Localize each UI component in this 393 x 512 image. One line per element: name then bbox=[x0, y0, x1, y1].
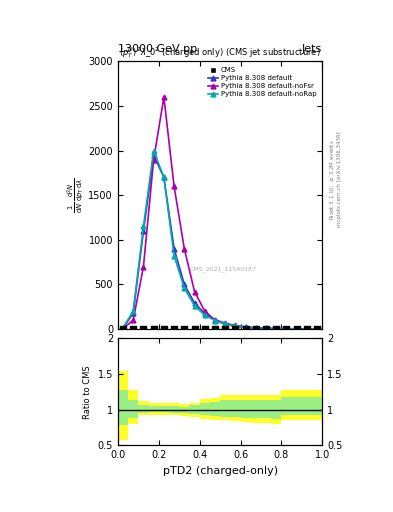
CMS bbox=[120, 325, 126, 333]
Text: Rivet 3.1.10; $\geq$ 3.2M events: Rivet 3.1.10; $\geq$ 3.2M events bbox=[328, 139, 336, 220]
CMS bbox=[161, 325, 167, 333]
Pythia 8.308 default-noRap bbox=[172, 253, 176, 259]
Line: Pythia 8.308 default-noRap: Pythia 8.308 default-noRap bbox=[121, 148, 320, 331]
Pythia 8.308 default bbox=[192, 300, 197, 306]
Pythia 8.308 default-noFsr bbox=[141, 264, 146, 270]
Pythia 8.308 default-noFsr bbox=[202, 308, 207, 314]
Pythia 8.308 default-noFsr bbox=[172, 183, 176, 189]
CMS bbox=[314, 325, 320, 333]
Pythia 8.308 default-noRap bbox=[233, 323, 238, 329]
Pythia 8.308 default-noRap bbox=[182, 285, 187, 291]
Pythia 8.308 default-noRap bbox=[121, 325, 125, 331]
Pythia 8.308 default-noFsr bbox=[264, 325, 268, 331]
Pythia 8.308 default bbox=[233, 323, 238, 329]
Text: mcplots.cern.ch [arXiv:1306.3436]: mcplots.cern.ch [arXiv:1306.3436] bbox=[337, 132, 342, 227]
Pythia 8.308 default-noFsr bbox=[192, 288, 197, 294]
CMS bbox=[181, 325, 187, 333]
CMS bbox=[202, 325, 208, 333]
Pythia 8.308 default-noFsr bbox=[315, 326, 320, 332]
Pythia 8.308 default bbox=[305, 326, 309, 332]
Pythia 8.308 default bbox=[131, 310, 136, 316]
Pythia 8.308 default-noFsr bbox=[253, 325, 258, 331]
Pythia 8.308 default bbox=[202, 310, 207, 316]
Pythia 8.308 default-noRap bbox=[192, 303, 197, 309]
Text: Jets: Jets bbox=[302, 44, 322, 54]
Y-axis label: $\frac{1}{\mathrm{d}N}\,\frac{\mathrm{d}^2N}{\mathrm{d}p_T\,\mathrm{d}\lambda}$: $\frac{1}{\mathrm{d}N}\,\frac{\mathrm{d}… bbox=[65, 178, 86, 213]
Pythia 8.308 default bbox=[172, 246, 176, 252]
Pythia 8.308 default-noRap bbox=[213, 317, 217, 324]
Pythia 8.308 default bbox=[315, 326, 320, 332]
Pythia 8.308 default-noRap bbox=[264, 325, 268, 331]
Pythia 8.308 default-noFsr bbox=[243, 325, 248, 331]
CMS bbox=[140, 325, 147, 333]
Pythia 8.308 default-noRap bbox=[305, 326, 309, 332]
X-axis label: pTD2 (charged-only): pTD2 (charged-only) bbox=[163, 466, 277, 476]
Pythia 8.308 default bbox=[162, 174, 166, 180]
Pythia 8.308 default bbox=[213, 316, 217, 323]
CMS bbox=[222, 325, 228, 333]
Pythia 8.308 default-noFsr bbox=[284, 326, 289, 332]
Pythia 8.308 default bbox=[121, 325, 125, 331]
Pythia 8.308 default-noRap bbox=[284, 326, 289, 332]
Line: Pythia 8.308 default-noFsr: Pythia 8.308 default-noFsr bbox=[121, 95, 320, 331]
Pythia 8.308 default bbox=[151, 152, 156, 158]
Legend: CMS, Pythia 8.308 default, Pythia 8.308 default-noFsr, Pythia 8.308 default-noRa: CMS, Pythia 8.308 default, Pythia 8.308 … bbox=[206, 65, 319, 99]
Pythia 8.308 default-noFsr bbox=[162, 94, 166, 100]
Pythia 8.308 default-noFsr bbox=[213, 317, 217, 323]
CMS bbox=[171, 325, 177, 333]
CMS bbox=[232, 325, 239, 333]
Y-axis label: Ratio to CMS: Ratio to CMS bbox=[83, 365, 92, 419]
Pythia 8.308 default-noRap bbox=[223, 321, 228, 327]
Pythia 8.308 default bbox=[274, 326, 279, 332]
Pythia 8.308 default bbox=[141, 228, 146, 234]
Pythia 8.308 default-noRap bbox=[294, 326, 299, 332]
Pythia 8.308 default-noRap bbox=[131, 308, 136, 314]
CMS bbox=[283, 325, 290, 333]
Pythia 8.308 default-noFsr bbox=[223, 321, 228, 327]
Pythia 8.308 default-noFsr bbox=[274, 326, 279, 332]
Pythia 8.308 default-noFsr bbox=[305, 326, 309, 332]
CMS bbox=[273, 325, 279, 333]
Pythia 8.308 default bbox=[182, 282, 187, 288]
Pythia 8.308 default bbox=[284, 326, 289, 332]
Pythia 8.308 default-noRap bbox=[151, 147, 156, 154]
CMS bbox=[212, 325, 218, 333]
Pythia 8.308 default-noRap bbox=[253, 325, 258, 331]
Text: CMS_2021_11540187: CMS_2021_11540187 bbox=[189, 266, 256, 272]
Pythia 8.308 default-noFsr bbox=[131, 317, 136, 323]
Line: Pythia 8.308 default: Pythia 8.308 default bbox=[121, 153, 320, 331]
CMS bbox=[151, 325, 157, 333]
CMS bbox=[130, 325, 136, 333]
Text: 13000 GeV pp: 13000 GeV pp bbox=[118, 44, 197, 54]
Pythia 8.308 default-noRap bbox=[315, 326, 320, 332]
CMS bbox=[263, 325, 269, 333]
Pythia 8.308 default-noFsr bbox=[151, 157, 156, 163]
Pythia 8.308 default-noRap bbox=[274, 326, 279, 332]
Pythia 8.308 default-noFsr bbox=[233, 323, 238, 329]
Title: $(p_T^D)^2\lambda\_0^2$ (charged only) (CMS jet substructure): $(p_T^D)^2\lambda\_0^2$ (charged only) (… bbox=[119, 46, 321, 60]
Pythia 8.308 default-noRap bbox=[162, 174, 166, 180]
Pythia 8.308 default bbox=[253, 325, 258, 331]
CMS bbox=[294, 325, 300, 333]
Pythia 8.308 default bbox=[243, 324, 248, 330]
CMS bbox=[242, 325, 249, 333]
Pythia 8.308 default-noRap bbox=[141, 223, 146, 229]
CMS bbox=[191, 325, 198, 333]
Pythia 8.308 default-noRap bbox=[243, 324, 248, 330]
Pythia 8.308 default bbox=[294, 326, 299, 332]
CMS bbox=[253, 325, 259, 333]
Pythia 8.308 default bbox=[264, 325, 268, 331]
Pythia 8.308 default-noFsr bbox=[182, 246, 187, 252]
Pythia 8.308 default-noRap bbox=[202, 312, 207, 318]
CMS bbox=[304, 325, 310, 333]
Pythia 8.308 default-noFsr bbox=[121, 326, 125, 332]
Pythia 8.308 default-noFsr bbox=[294, 326, 299, 332]
Pythia 8.308 default bbox=[223, 320, 228, 326]
